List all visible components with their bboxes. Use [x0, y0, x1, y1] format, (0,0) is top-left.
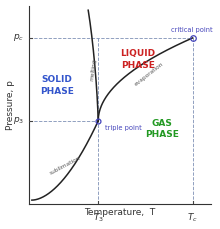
Text: melting: melting: [89, 58, 97, 81]
Text: $p_3$: $p_3$: [13, 115, 25, 126]
Text: $p_c$: $p_c$: [13, 32, 25, 44]
Y-axis label: Pressure, p: Pressure, p: [6, 80, 15, 130]
Text: LIQUID
PHASE: LIQUID PHASE: [121, 49, 156, 70]
X-axis label: Temperature,  T: Temperature, T: [84, 208, 156, 217]
Text: sublimation: sublimation: [49, 155, 82, 176]
Text: SOLID
PHASE: SOLID PHASE: [40, 75, 74, 96]
Text: $T_c$: $T_c$: [187, 211, 198, 224]
Text: $T_3$: $T_3$: [93, 211, 104, 224]
Text: evaporation: evaporation: [134, 62, 165, 87]
Text: critical point: critical point: [171, 27, 213, 33]
Text: GAS
PHASE: GAS PHASE: [145, 118, 179, 139]
Text: triple point: triple point: [104, 125, 141, 131]
